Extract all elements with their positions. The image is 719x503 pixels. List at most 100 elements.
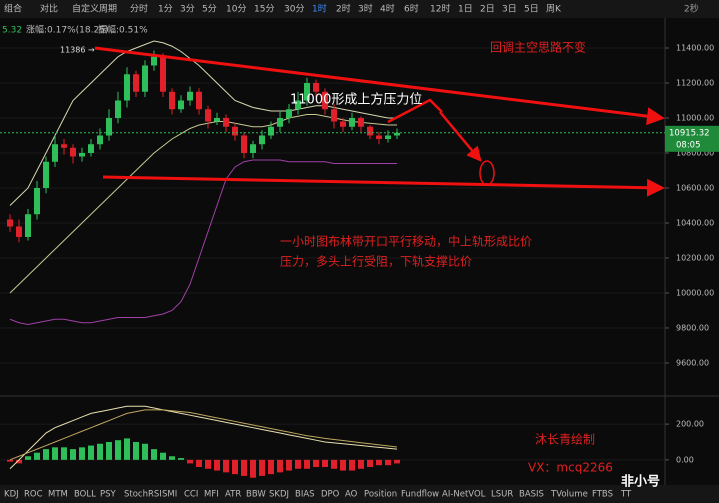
indicator-tab[interactable]: MTM xyxy=(48,490,68,500)
bar xyxy=(250,459,256,478)
period-button[interactable]: 1分 xyxy=(158,4,173,15)
candle-body xyxy=(367,126,373,136)
period-button[interactable]: 分时 xyxy=(130,3,148,15)
y-tick-label: 10800.00 xyxy=(676,148,714,157)
indicator-tab[interactable]: ATR xyxy=(225,490,241,500)
candle-body xyxy=(376,135,382,139)
bar xyxy=(34,452,40,460)
bar xyxy=(214,459,220,471)
candle-body xyxy=(214,117,220,122)
bar xyxy=(160,452,166,460)
candle-body xyxy=(295,100,301,110)
period-button[interactable]: 自定义周期 xyxy=(72,3,117,15)
period-button[interactable]: 周K xyxy=(546,4,562,15)
period-button[interactable]: 5分 xyxy=(202,4,217,15)
indicator-tab[interactable]: CCI xyxy=(184,490,198,500)
indicator-tab[interactable]: TT xyxy=(620,490,632,500)
indicator-tab[interactable]: BOLL xyxy=(74,490,96,500)
period-button[interactable]: 3分 xyxy=(180,4,195,15)
indicator-tab[interactable]: ROC xyxy=(24,490,43,500)
indicator-tab[interactable]: DPO xyxy=(321,490,340,500)
period-button[interactable]: 15分 xyxy=(254,4,274,15)
last-price: 10915.32 xyxy=(669,128,710,138)
indicator-tab[interactable]: FTBS xyxy=(592,490,613,500)
indicator-tab[interactable]: SKDJ xyxy=(269,490,289,500)
indicator-tab[interactable]: PSY xyxy=(100,490,117,500)
bar xyxy=(376,459,382,466)
candle-body xyxy=(115,100,121,118)
candle-body xyxy=(196,91,202,110)
candle-body xyxy=(61,144,67,148)
axis-bg xyxy=(665,18,719,485)
period-button[interactable]: 2日 xyxy=(480,4,495,15)
indicator-tab[interactable]: AO xyxy=(345,490,358,500)
period-button[interactable]: 30分 xyxy=(284,4,304,15)
annotation: 回调主空思路不变 xyxy=(490,40,586,55)
bar xyxy=(79,447,85,460)
period-button[interactable]: 5日 xyxy=(524,4,539,15)
y-tick-label: 10600.00 xyxy=(676,183,714,192)
indicator-tab[interactable]: SMI xyxy=(162,490,177,500)
candle-body xyxy=(124,74,130,101)
candle-body xyxy=(169,91,175,110)
candle-body xyxy=(70,147,76,157)
indicator-tab[interactable]: MFI xyxy=(204,490,219,500)
price-tag xyxy=(665,125,719,152)
annotation: 11000形成上方压力位 xyxy=(290,92,422,108)
watermark: 非小号 xyxy=(621,474,660,490)
bar xyxy=(115,440,121,460)
period-button[interactable]: 组合 xyxy=(4,3,22,15)
contact: VX：mcq2266 xyxy=(528,461,613,475)
candle-body xyxy=(259,135,265,145)
indicator-tab[interactable]: Fundflow xyxy=(401,490,439,500)
period-button[interactable]: 12时 xyxy=(430,3,450,15)
indicator-tab[interactable]: AI-NetVOL xyxy=(442,490,486,500)
countdown: 08:05 xyxy=(676,140,701,150)
bar xyxy=(367,459,373,467)
indicator-tab[interactable]: LSUR xyxy=(491,490,513,500)
bar xyxy=(43,449,49,460)
candle-body xyxy=(7,219,13,227)
indicator-tab[interactable]: KDJ xyxy=(4,490,19,500)
indicator-tab[interactable]: StochRSI xyxy=(124,490,162,500)
indicator-tab[interactable]: BBW xyxy=(246,490,266,500)
bar xyxy=(232,459,238,475)
candle-body xyxy=(43,161,49,188)
period-button[interactable]: 4时 xyxy=(380,3,395,15)
candle-body xyxy=(340,121,346,127)
period-button[interactable]: 1日 xyxy=(458,4,473,15)
y-tick-label: 9800.00 xyxy=(676,323,709,332)
indicator-tab[interactable]: Position xyxy=(364,490,397,500)
bar xyxy=(187,459,193,464)
line xyxy=(9,409,398,461)
y-tick-label: 9600.00 xyxy=(676,358,709,367)
line xyxy=(9,40,397,206)
indicator-tab[interactable]: BASIS xyxy=(519,490,544,500)
candle-body xyxy=(79,152,85,157)
bar xyxy=(88,445,94,460)
period-button[interactable]: 1时 xyxy=(312,3,327,15)
bar xyxy=(196,459,202,467)
bar xyxy=(241,459,247,476)
period-button[interactable]: 3时 xyxy=(358,3,373,15)
plot: 9600.00 9800.00 10000.00 10200.00 10400.00 10… xyxy=(0,40,719,478)
y-tick-label: 200.00 xyxy=(676,420,704,429)
period-button[interactable]: 2时 xyxy=(336,3,351,15)
bar xyxy=(178,458,184,460)
indicator-tab[interactable]: BIAS xyxy=(295,490,315,500)
period-button[interactable]: 3日 xyxy=(502,4,517,15)
resistance-line xyxy=(94,46,665,126)
refresh[interactable]: 2秒 xyxy=(684,3,699,15)
target-circle xyxy=(479,160,495,186)
candle-body xyxy=(250,144,256,153)
period-button[interactable]: 6时 xyxy=(404,3,419,15)
period-button[interactable]: 对比 xyxy=(40,3,58,15)
candle-body xyxy=(394,132,400,136)
bar xyxy=(124,438,130,460)
candle-body xyxy=(97,135,103,145)
indicator-tab[interactable]: TVolume xyxy=(550,490,588,500)
period-button[interactable]: 10分 xyxy=(226,4,246,15)
bar xyxy=(331,459,337,469)
candle-body xyxy=(34,187,40,215)
